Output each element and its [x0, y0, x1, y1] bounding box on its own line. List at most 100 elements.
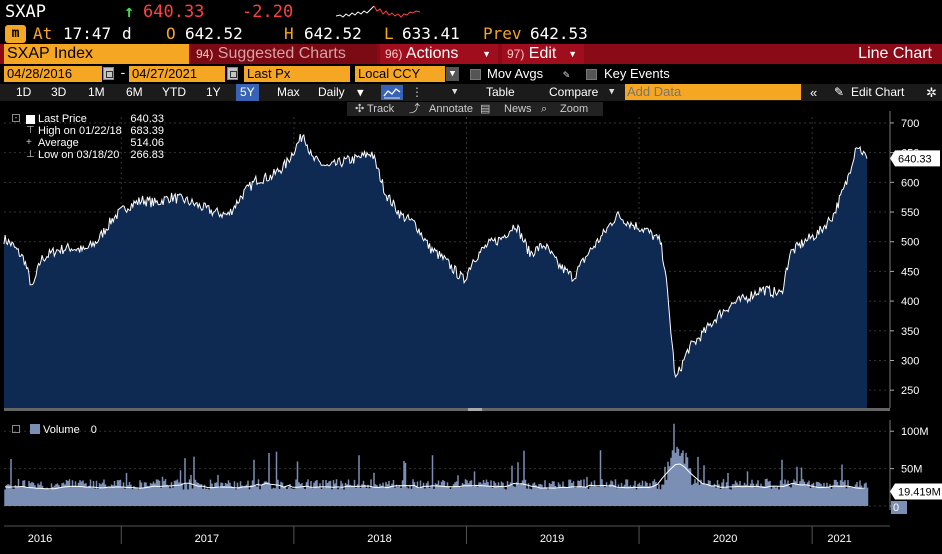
gear-icon[interactable]: ✲: [926, 85, 937, 100]
period-ytd[interactable]: YTD: [162, 85, 186, 99]
prev-label: Prev: [483, 24, 522, 43]
y-tick-label: 700: [901, 118, 919, 130]
caret-down-icon[interactable]: ▼: [357, 86, 364, 99]
y-tick-label: 350: [901, 326, 919, 338]
suggested-label: Suggested Charts: [217, 45, 346, 62]
edit-menu[interactable]: 97) Edit ▼: [502, 44, 584, 64]
series-color-swatch: [30, 424, 40, 434]
table-button[interactable]: Table: [486, 85, 515, 99]
zoom-icon[interactable]: ⌕: [541, 103, 548, 115]
collapse-legend-icon[interactable]: [12, 425, 20, 433]
suggested-charts-menu[interactable]: 94) Suggested Charts: [191, 44, 377, 64]
volume-bars: [4, 423, 869, 506]
time-label: At: [33, 24, 53, 43]
legend-value: 640.33: [130, 113, 164, 125]
news-tool[interactable]: News: [504, 103, 532, 115]
period-bar: 1D 3D 1M 6M YTD 1Y 5Y Max Daily ▼ ⋮ ▼ Ta…: [0, 84, 942, 101]
last-volume-tag: [890, 483, 942, 500]
open-value: 642.52: [185, 24, 243, 43]
legend-value: 514.06: [130, 137, 164, 149]
period-max[interactable]: Max: [277, 85, 300, 99]
period-1d[interactable]: 1D: [16, 85, 32, 99]
collapse-legend-icon[interactable]: -: [12, 114, 20, 122]
y-tick-label: 250: [901, 385, 919, 397]
legend-high: ⊤ High on 01/22/18 683.39: [12, 125, 164, 137]
y-tick-label: 0: [893, 502, 899, 514]
quote-bar: m At 17:47 d O 642.52 H 642.52 L 633.41 …: [0, 24, 942, 44]
price-line: [3, 134, 868, 378]
actions-number: 96): [385, 47, 403, 61]
last-price-tag-label: 640.33: [898, 153, 932, 165]
end-date-field[interactable]: 04/27/2021: [129, 66, 225, 82]
year-label: 2017: [195, 533, 219, 545]
low-value: 633.41: [402, 24, 460, 43]
pencil-icon[interactable]: ✎: [834, 85, 845, 99]
price-legend: - Last Price 640.33 ⊤ High on 01/22/18 6…: [12, 113, 164, 161]
period-1y[interactable]: 1Y: [206, 85, 221, 99]
mov-avgs-label[interactable]: Mov Avgs: [487, 66, 544, 81]
caret-down-icon[interactable]: ▼: [609, 87, 615, 97]
calendar-icon[interactable]: [103, 67, 114, 80]
high-label: H: [284, 24, 294, 43]
crosshair-icon[interactable]: ✣: [355, 103, 365, 115]
line-chart-icon[interactable]: [381, 85, 403, 100]
actions-menu[interactable]: 96) Actions ▼: [380, 44, 498, 64]
legend-average: + Average 514.06: [12, 137, 164, 149]
add-data-input[interactable]: [625, 84, 801, 100]
currency-dropdown-icon[interactable]: ▼: [446, 67, 459, 81]
y-tick-label: 450: [901, 266, 919, 278]
actions-label: Actions: [405, 45, 459, 62]
time-axis-background: [0, 526, 942, 554]
edit-chart-button[interactable]: Edit Chart: [851, 85, 905, 99]
key-events-label[interactable]: Key Events: [604, 66, 670, 81]
period-3d[interactable]: 3D: [51, 85, 67, 99]
year-label: 2020: [713, 533, 737, 545]
time-suffix: d: [122, 24, 132, 43]
legend-value: 266.83: [130, 149, 164, 161]
mov-avgs-checkbox[interactable]: [470, 69, 481, 80]
ticker-bar: SXAP ↑ 640.33 -2.20: [0, 0, 942, 24]
year-label: 2018: [367, 533, 391, 545]
period-5y[interactable]: 5Y: [236, 84, 259, 101]
brush-icon[interactable]: ✎: [563, 68, 570, 81]
y-tick-label: 300: [901, 355, 919, 367]
last-price-tag: [890, 150, 940, 167]
currency-select[interactable]: Local CCY: [355, 66, 445, 82]
quote-time: 17:47: [63, 24, 112, 43]
suggested-number: 94): [196, 47, 214, 61]
caret-down-icon[interactable]: ▼: [452, 87, 458, 97]
compare-menu[interactable]: Compare: [549, 85, 599, 99]
open-label: O: [166, 24, 176, 43]
period-6m[interactable]: 6M: [126, 85, 143, 99]
year-label: 2021: [827, 533, 851, 545]
calendar-icon[interactable]: [227, 67, 238, 80]
parameter-bar: 04/28/2016 - 04/27/2021 Last Px Local CC…: [0, 66, 942, 83]
time-axis: 2016 2017 2018 2019 2020 2021: [0, 525, 942, 554]
panel-separator: [4, 408, 890, 411]
up-arrow-icon: ↑: [124, 2, 135, 22]
chart-tools-bar: ✣ Track ⤴ Annotate ▤ News ⌕ Zoom: [0, 102, 942, 117]
annotate-tool[interactable]: Annotate: [429, 103, 474, 115]
news-icon[interactable]: ▤: [480, 103, 491, 115]
chart-style-icon[interactable]: ⋮: [411, 85, 423, 99]
price-field-select[interactable]: Last Px: [244, 66, 350, 82]
date-separator: -: [119, 66, 127, 81]
price-panel: 250300350400450500550600650700640.33: [3, 111, 940, 411]
key-events-checkbox[interactable]: [586, 69, 597, 80]
frequency-select[interactable]: Daily: [318, 85, 345, 99]
legend-last-price: - Last Price 640.33: [12, 113, 164, 125]
start-date-field[interactable]: 04/28/2016: [4, 66, 102, 82]
legend-label: Volume: [43, 424, 80, 436]
command-bar: SXAP Index 94) Suggested Charts 96) Acti…: [0, 44, 942, 64]
collapse-icon[interactable]: «: [810, 85, 818, 100]
intraday-sparkline: [336, 5, 421, 18]
high-marker-icon: ⊤: [26, 125, 35, 136]
annotate-icon[interactable]: ⤴: [409, 103, 420, 115]
security-field[interactable]: SXAP Index: [4, 44, 189, 64]
zoom-tool[interactable]: Zoom: [560, 103, 589, 115]
edit-number: 97): [507, 47, 525, 61]
period-1m[interactable]: 1M: [88, 85, 105, 99]
track-tool[interactable]: Track: [367, 103, 395, 115]
ticker-symbol[interactable]: SXAP: [5, 2, 46, 22]
